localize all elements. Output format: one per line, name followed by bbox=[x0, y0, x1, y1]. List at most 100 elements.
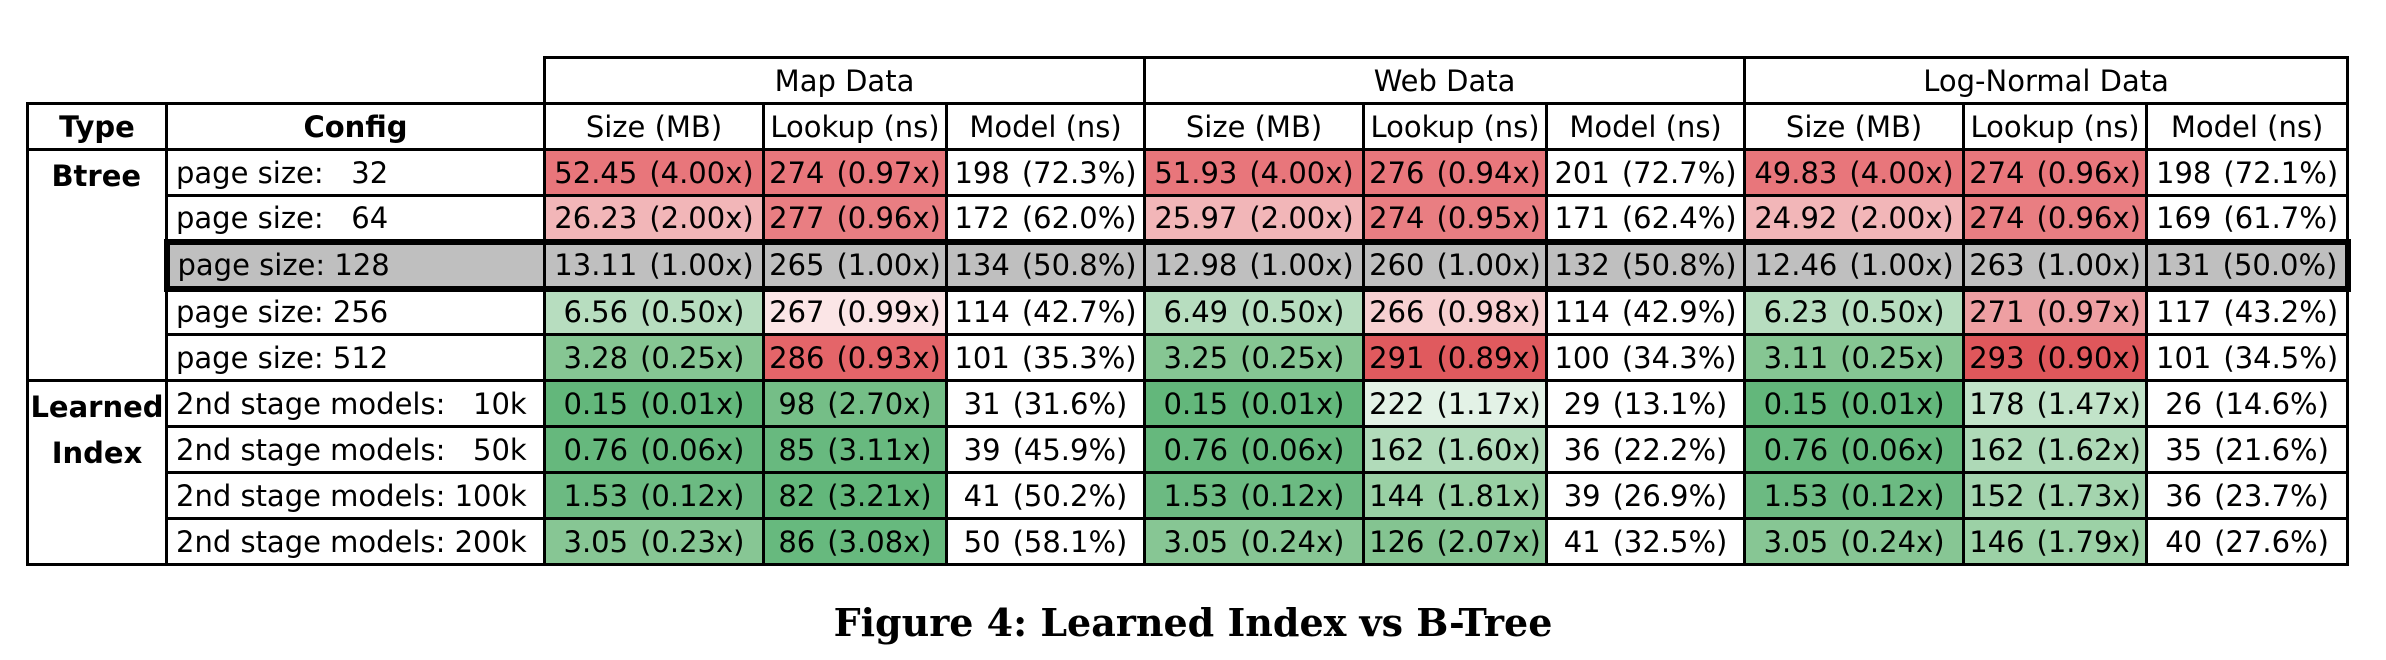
lookup-cell: 98 (2.70x) bbox=[762, 379, 948, 428]
model-ratio: (42.7%) bbox=[1021, 295, 1137, 330]
lookup-value: 291 bbox=[1369, 340, 1425, 375]
size-cell: 0.15 (0.01x) bbox=[1143, 379, 1366, 428]
size-ratio: (0.06x) bbox=[1840, 432, 1945, 467]
size-value: 0.76 bbox=[1763, 432, 1829, 467]
model-ratio: (27.6%) bbox=[2214, 524, 2329, 559]
size-cell: 51.93 (4.00x) bbox=[1143, 148, 1366, 197]
size-value: 13.11 bbox=[554, 248, 638, 282]
model-value: 36 bbox=[1563, 432, 1601, 467]
model-ratio: (50.2%) bbox=[1012, 478, 1128, 513]
lookup-value: 98 bbox=[778, 386, 816, 421]
lookup-ratio: (2.07x) bbox=[1436, 524, 1541, 559]
config-cell: page size: 32 bbox=[165, 148, 546, 197]
model-ratio: (34.3%) bbox=[1621, 340, 1737, 375]
model-ratio: (32.5%) bbox=[1612, 524, 1728, 559]
model-cell: 131 (50.0%) bbox=[2145, 238, 2351, 292]
lookup-cell: 222 (1.17x) bbox=[1362, 379, 1549, 428]
lookup-cell: 162 (1.60x) bbox=[1362, 425, 1549, 474]
size-ratio: (0.23x) bbox=[640, 524, 745, 559]
lookup-cell: 265 (1.00x) bbox=[762, 238, 948, 292]
model-cell: 41 (32.5%) bbox=[1545, 517, 1747, 566]
lookup-value: 293 bbox=[1969, 340, 2025, 375]
lookup-value: 126 bbox=[1369, 524, 1425, 559]
lookup-value: 222 bbox=[1369, 386, 1425, 421]
model-cell: 36 (22.2%) bbox=[1545, 425, 1747, 474]
lookup-cell: 291 (0.89x) bbox=[1362, 333, 1549, 382]
lookup-ratio: (0.98x) bbox=[1436, 295, 1541, 330]
size-cell: 6.56 (0.50x) bbox=[543, 287, 765, 336]
lookup-ratio: (1.81x) bbox=[1436, 478, 1541, 513]
size-cell: 26.23 (2.00x) bbox=[543, 194, 765, 243]
lookup-ratio: (1.62x) bbox=[2036, 432, 2141, 467]
size-value: 51.93 bbox=[1154, 155, 1238, 190]
model-cell: 169 (61.7%) bbox=[2145, 194, 2350, 243]
size-value: 49.83 bbox=[1754, 155, 1838, 190]
size-value: 25.97 bbox=[1154, 200, 1238, 235]
lookup-value: 260 bbox=[1369, 248, 1425, 282]
model-ratio: (34.5%) bbox=[2223, 340, 2339, 375]
size-value: 3.11 bbox=[1763, 340, 1829, 375]
config-cell: page size: 128 bbox=[163, 238, 546, 292]
lookup-cell: 276 (0.94x) bbox=[1362, 148, 1549, 197]
size-ratio: (0.50x) bbox=[640, 295, 745, 330]
size-ratio: (0.50x) bbox=[1840, 295, 1945, 330]
size-value: 6.49 bbox=[1163, 295, 1229, 330]
model-ratio: (50.0%) bbox=[2222, 248, 2338, 282]
column-header-model: Model (ns) bbox=[2145, 102, 2350, 151]
lookup-ratio: (0.97x) bbox=[836, 155, 941, 190]
lookup-value: 271 bbox=[1969, 295, 2025, 330]
model-value: 101 bbox=[2156, 340, 2212, 375]
lookup-value: 152 bbox=[1969, 478, 2025, 513]
model-value: 134 bbox=[954, 248, 1010, 282]
lookup-value: 146 bbox=[1969, 524, 2025, 559]
column-header-lookup: Lookup (ns) bbox=[762, 102, 948, 151]
lookup-cell: 266 (0.98x) bbox=[1362, 287, 1549, 336]
lookup-ratio: (3.08x) bbox=[827, 524, 932, 559]
model-cell: 40 (27.6%) bbox=[2145, 517, 2350, 566]
table-row: page size: 256 6.56 (0.50x) 267 (0.99x) 114 (4… bbox=[28, 287, 2350, 336]
lookup-cell: 146 (1.79x) bbox=[1962, 517, 2149, 566]
size-value: 0.15 bbox=[563, 386, 629, 421]
size-cell: 0.76 (0.06x) bbox=[1743, 425, 1966, 474]
table-row: 2nd stage models: 100k 1.53 (0.12x) 82 (3.21… bbox=[28, 471, 2350, 520]
lookup-ratio: (0.96x) bbox=[836, 200, 941, 235]
lookup-ratio: (0.99x) bbox=[836, 295, 941, 330]
size-ratio: (0.12x) bbox=[1840, 478, 1945, 513]
lookup-cell: 274 (0.97x) bbox=[762, 148, 948, 197]
column-header-size: Size (MB) bbox=[1143, 102, 1366, 151]
size-cell: 3.11 (0.25x) bbox=[1743, 333, 1966, 382]
size-ratio: (0.06x) bbox=[1240, 432, 1345, 467]
config-cell: 2nd stage models: 200k bbox=[165, 517, 546, 566]
config-cell: page size: 512 bbox=[165, 333, 546, 382]
lookup-value: 274 bbox=[1969, 200, 2025, 235]
config-label: 2nd stage models: 10k bbox=[176, 386, 527, 421]
lookup-cell: 274 (0.95x) bbox=[1362, 194, 1549, 243]
lookup-ratio: (1.79x) bbox=[2036, 524, 2141, 559]
size-value: 3.25 bbox=[1163, 340, 1229, 375]
model-cell: 50 (58.1%) bbox=[944, 517, 1147, 566]
table-body: Btree page size: 32 52.45 (4.00x) 274 (0.97x)… bbox=[26, 148, 2351, 566]
lookup-ratio: (0.95x) bbox=[1436, 200, 1541, 235]
model-ratio: (23.7%) bbox=[2214, 478, 2329, 513]
config-cell: 2nd stage models: 10k bbox=[165, 379, 546, 428]
model-ratio: (14.6%) bbox=[2214, 386, 2329, 421]
size-value: 12.98 bbox=[1154, 248, 1238, 282]
size-cell: 6.49 (0.50x) bbox=[1143, 287, 1366, 336]
model-value: 169 bbox=[2156, 200, 2212, 235]
lookup-value: 82 bbox=[778, 478, 816, 513]
size-cell: 13.11 (1.00x) bbox=[543, 238, 765, 292]
size-value: 12.46 bbox=[1754, 248, 1838, 282]
model-value: 114 bbox=[1554, 295, 1610, 330]
size-ratio: (0.12x) bbox=[640, 478, 745, 513]
lookup-ratio: (1.60x) bbox=[1436, 432, 1541, 467]
column-header-type: Type bbox=[26, 102, 168, 151]
size-ratio: (2.00x) bbox=[1849, 200, 1954, 235]
model-cell: 198 (72.1%) bbox=[2145, 148, 2350, 197]
model-value: 100 bbox=[1554, 340, 1610, 375]
size-ratio: (0.24x) bbox=[1240, 524, 1345, 559]
model-cell: 101 (34.5%) bbox=[2145, 333, 2350, 382]
group-header-map: Map Data bbox=[542, 56, 1147, 105]
model-cell: 114 (42.9%) bbox=[1545, 287, 1747, 336]
column-header-lookup: Lookup (ns) bbox=[1362, 102, 1549, 151]
blank-corner bbox=[27, 57, 545, 104]
